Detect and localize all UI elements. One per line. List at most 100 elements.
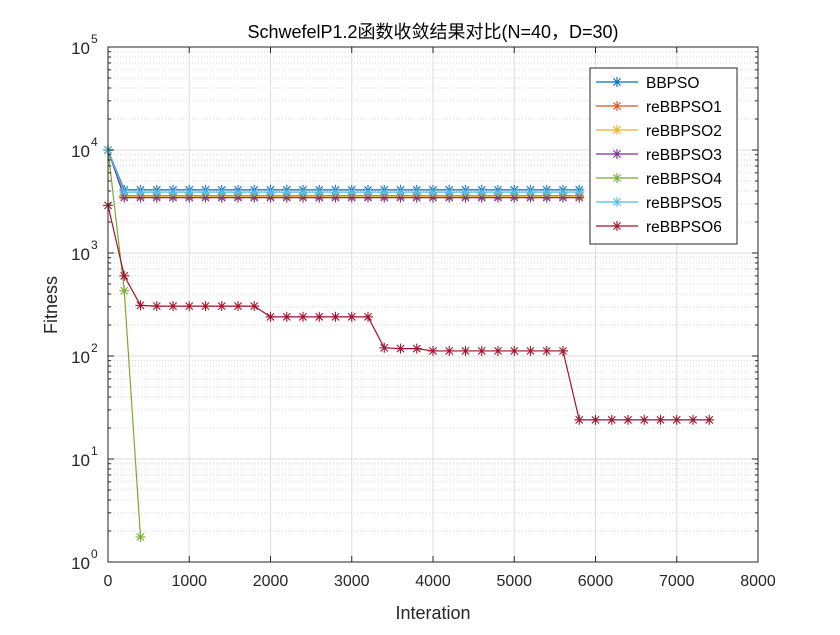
data-point [135, 531, 146, 542]
data-point [200, 187, 211, 198]
data-point [428, 187, 438, 198]
legend-item-rebbpso4: reBBPSO4 [596, 171, 722, 188]
legend-item-rebbpso1: reBBPSO1 [596, 99, 722, 116]
marker-stroke [542, 346, 551, 355]
marker-stroke [559, 188, 567, 197]
data-point [265, 311, 276, 322]
marker-stroke [542, 188, 551, 197]
data-point [184, 301, 195, 312]
y-tick-label-exponent: 5 [91, 32, 98, 46]
marker-stroke [445, 188, 454, 197]
marker-stroke [169, 302, 177, 311]
data-point [444, 345, 455, 356]
data-point [168, 301, 178, 312]
marker-stroke [201, 302, 210, 311]
legend-item-rebbpso3: reBBPSO3 [596, 147, 722, 164]
legend-marker [612, 77, 622, 87]
marker-stroke [136, 188, 145, 197]
legend-label: reBBPSO1 [646, 99, 722, 116]
legend-marker [612, 173, 622, 183]
marker-stroke [136, 532, 145, 541]
x-tick-label: 7000 [659, 573, 695, 590]
y-tick-label-base: 10 [71, 39, 90, 58]
marker-stroke [364, 312, 372, 321]
data-point [379, 342, 390, 353]
series-layer [103, 145, 715, 542]
marker-stroke [510, 188, 519, 197]
marker-stroke [494, 346, 502, 355]
data-point [314, 311, 325, 322]
data-point [623, 414, 633, 425]
data-point [509, 345, 520, 356]
data-point [151, 301, 162, 312]
data-point [671, 414, 682, 425]
data-point [281, 187, 292, 198]
data-point [151, 187, 162, 198]
marker-stroke [234, 188, 242, 197]
x-tick-label: 1000 [171, 573, 207, 590]
legend-item-rebbpso2: reBBPSO2 [596, 123, 722, 140]
data-point [558, 187, 568, 198]
data-point [411, 343, 422, 354]
x-tick-label: 0 [104, 573, 113, 590]
marker-stroke [152, 302, 161, 311]
data-point [184, 187, 195, 198]
marker-stroke [380, 188, 389, 197]
marker-stroke [331, 188, 340, 197]
data-point [476, 187, 487, 198]
marker-stroke [331, 312, 340, 321]
legend: BBPSO reBBPSO1 reBBPSO2 reBBPSO3 reBBPSO4 reB… [589, 67, 738, 245]
marker-stroke [613, 222, 621, 230]
data-point [541, 345, 552, 356]
data-point [346, 311, 357, 322]
data-point [330, 311, 341, 322]
data-point [395, 343, 406, 354]
marker-stroke [672, 415, 681, 424]
marker-stroke [575, 415, 584, 424]
marker-stroke [136, 301, 145, 310]
legend-marker [612, 149, 622, 159]
data-point [363, 187, 373, 198]
data-point [379, 187, 390, 198]
marker-stroke [477, 188, 486, 197]
data-point [444, 187, 455, 198]
legend-item-rebbpso5: reBBPSO5 [596, 195, 722, 212]
marker-stroke [656, 415, 665, 424]
data-point [363, 311, 373, 322]
data-point [346, 187, 357, 198]
legend-label: reBBPSO4 [646, 171, 722, 188]
data-point [525, 187, 536, 198]
data-point [135, 187, 146, 198]
marker-stroke [559, 346, 567, 355]
marker-stroke [613, 78, 621, 86]
marker-stroke [315, 312, 324, 321]
marker-stroke [396, 344, 405, 353]
data-point [249, 301, 260, 312]
y-tick-label-exponent: 1 [91, 444, 98, 458]
data-point [493, 187, 503, 198]
marker-stroke [250, 302, 259, 311]
data-point [704, 414, 715, 425]
marker-stroke [613, 150, 621, 158]
data-point [525, 345, 536, 356]
marker-stroke [120, 286, 129, 295]
data-point [216, 301, 227, 312]
marker-stroke [510, 346, 519, 355]
marker-stroke [169, 188, 177, 197]
marker-stroke [347, 188, 356, 197]
marker-stroke [282, 312, 291, 321]
data-point [574, 187, 585, 198]
legend-label: reBBPSO6 [646, 219, 722, 236]
data-point [249, 187, 260, 198]
marker-stroke [624, 415, 632, 424]
marker-stroke [613, 126, 621, 134]
marker-stroke [347, 312, 356, 321]
y-tick-label-base: 10 [71, 554, 90, 573]
legend-item-rebbpso6: reBBPSO6 [596, 219, 722, 236]
y-tick-label-exponent: 2 [91, 341, 98, 355]
legend-marker [612, 125, 622, 135]
marker-stroke [266, 188, 275, 197]
data-point [233, 187, 243, 198]
